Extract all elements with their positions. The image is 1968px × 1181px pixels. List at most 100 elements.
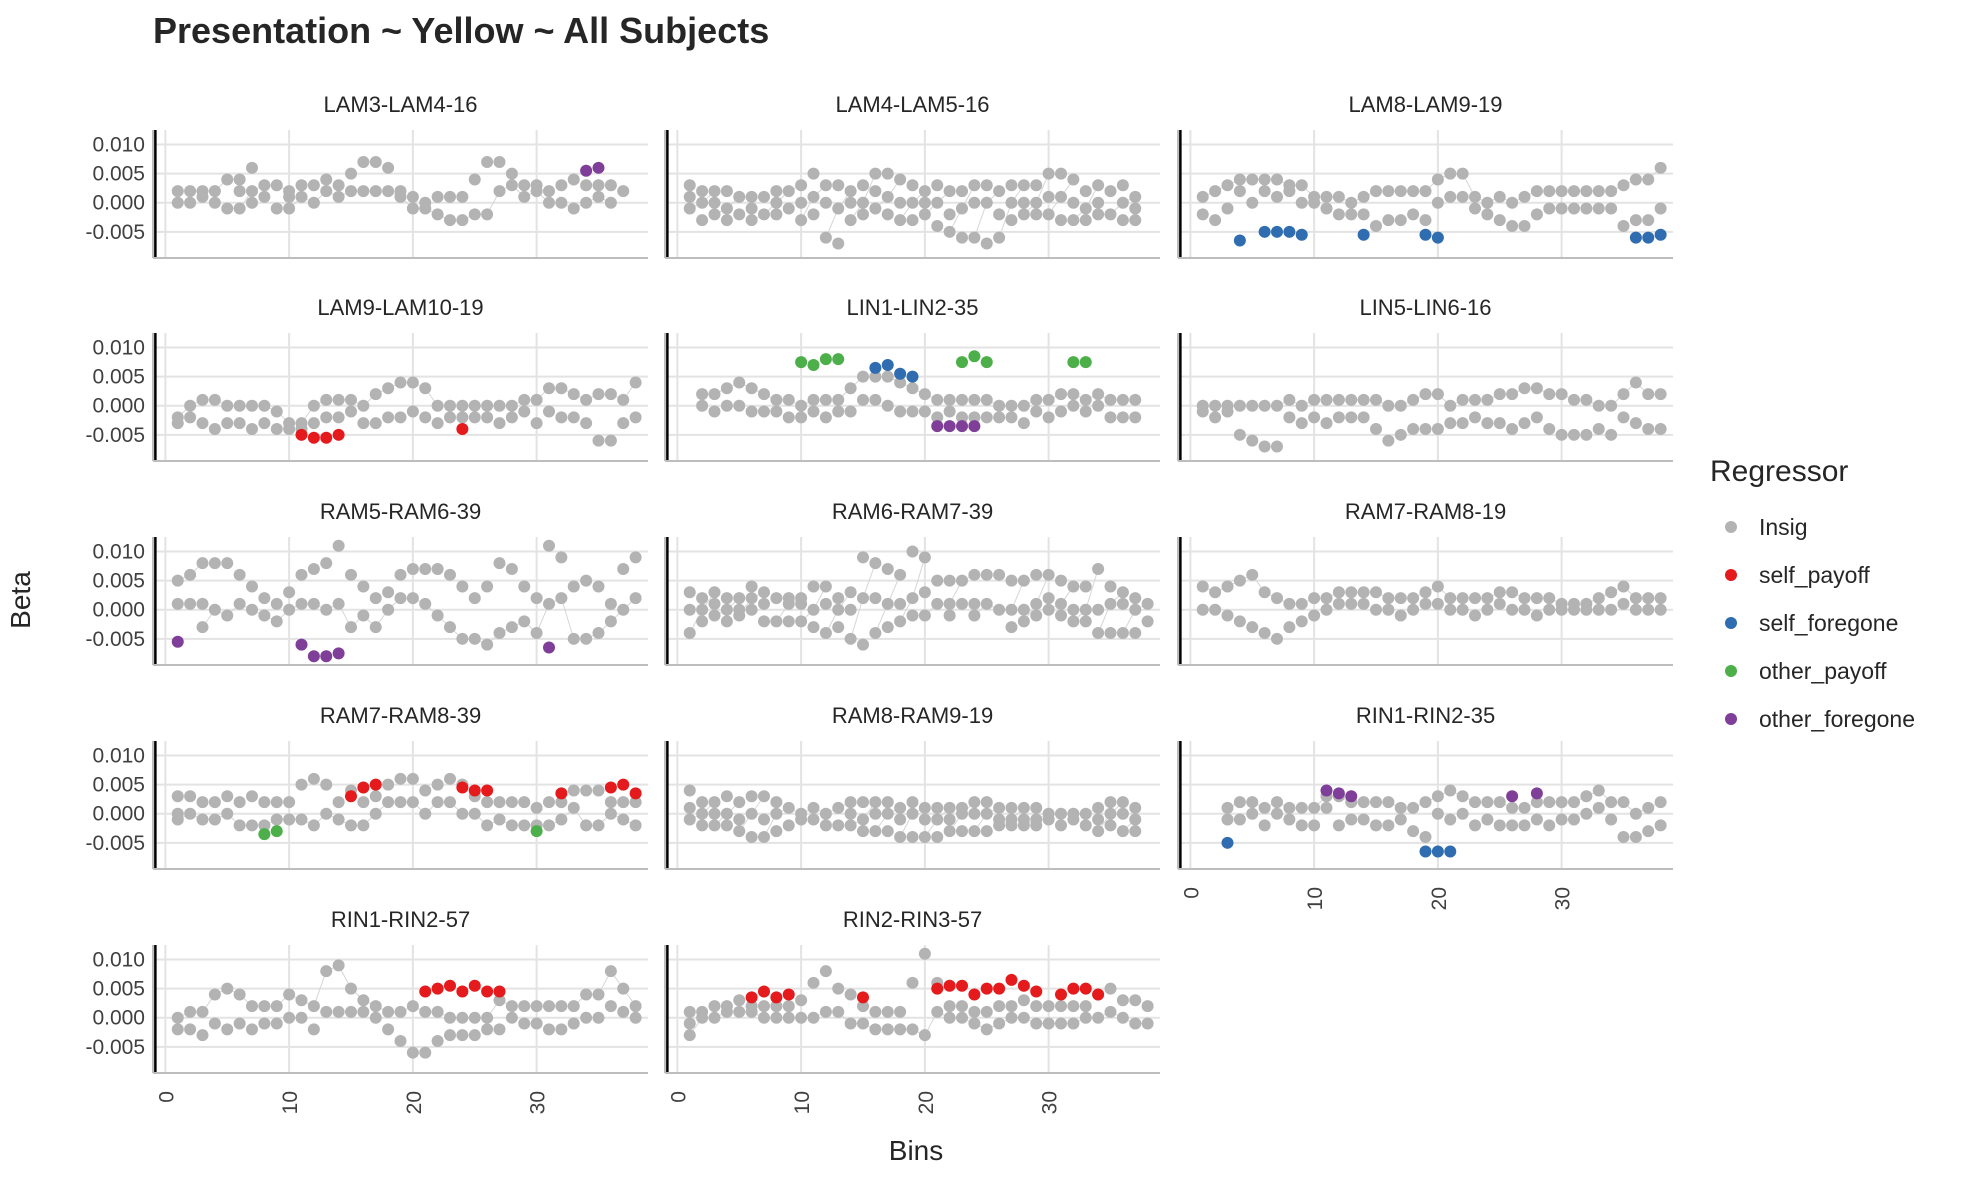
point-insig bbox=[708, 1011, 721, 1024]
point-insig bbox=[683, 202, 696, 215]
point-insig bbox=[394, 1005, 407, 1018]
panel-label: RIN1-RIN2-35 bbox=[1356, 703, 1495, 728]
point-insig bbox=[708, 185, 721, 198]
point-insig bbox=[869, 202, 882, 215]
point-insig bbox=[1518, 220, 1531, 232]
point-insig bbox=[1629, 592, 1642, 605]
point-insig bbox=[184, 807, 197, 820]
point-insig bbox=[332, 796, 345, 809]
point-self-payoff bbox=[444, 979, 456, 992]
point-insig bbox=[683, 627, 696, 639]
point-insig bbox=[505, 819, 518, 832]
point-insig bbox=[1055, 597, 1067, 610]
point-insig bbox=[956, 807, 968, 820]
point-insig bbox=[956, 185, 968, 198]
point-insig bbox=[906, 796, 919, 809]
point-insig bbox=[1568, 202, 1580, 215]
point-insig bbox=[857, 1000, 869, 1013]
point-insig bbox=[567, 784, 580, 797]
point-insig bbox=[1221, 609, 1234, 622]
point-insig bbox=[1030, 1000, 1043, 1013]
point-insig bbox=[968, 411, 981, 424]
point-insig bbox=[844, 405, 857, 418]
point-insig bbox=[1104, 411, 1117, 424]
point-insig bbox=[918, 947, 931, 960]
point-insig bbox=[270, 1000, 283, 1013]
point-insig bbox=[617, 1005, 630, 1018]
point-insig bbox=[1518, 801, 1531, 814]
point-insig bbox=[770, 196, 783, 209]
point-insig bbox=[720, 202, 733, 215]
point-insig bbox=[733, 208, 746, 221]
legend-label: self_foregone bbox=[1759, 609, 1899, 636]
point-insig bbox=[1030, 568, 1043, 581]
series-connector bbox=[313, 971, 327, 1007]
point-insig bbox=[745, 831, 758, 843]
point-insig bbox=[1258, 173, 1271, 186]
point-insig bbox=[1258, 586, 1271, 599]
point-insig bbox=[1394, 214, 1407, 227]
point-insig bbox=[894, 1023, 907, 1036]
point-insig bbox=[807, 801, 820, 814]
point-self-foregone bbox=[1431, 231, 1444, 244]
point-insig bbox=[419, 563, 432, 575]
point-insig bbox=[968, 568, 981, 581]
point-insig bbox=[1030, 196, 1043, 209]
point-insig bbox=[1493, 388, 1506, 401]
point-insig bbox=[758, 813, 770, 826]
point-insig bbox=[1017, 994, 1030, 1007]
point-insig bbox=[270, 597, 283, 610]
point-insig bbox=[332, 190, 345, 203]
point-insig bbox=[980, 825, 993, 838]
y-tick-label: 0.010 bbox=[92, 949, 145, 972]
point-insig bbox=[320, 557, 333, 570]
panel-label: RAM7-RAM8-39 bbox=[320, 703, 481, 728]
point-insig bbox=[567, 1017, 580, 1030]
point-insig bbox=[518, 796, 531, 809]
point-insig bbox=[555, 382, 568, 395]
point-insig bbox=[1258, 399, 1271, 412]
point-self-payoff bbox=[332, 428, 345, 441]
point-insig bbox=[782, 185, 795, 198]
point-insig bbox=[1629, 173, 1642, 186]
point-insig bbox=[332, 393, 345, 406]
point-insig bbox=[444, 772, 456, 785]
point-insig bbox=[745, 603, 758, 616]
point-insig bbox=[1116, 825, 1129, 838]
point-insig bbox=[233, 399, 246, 412]
point-insig bbox=[733, 825, 746, 838]
point-self-payoff bbox=[456, 985, 469, 998]
point-insig bbox=[993, 231, 1006, 244]
point-insig bbox=[1005, 214, 1018, 227]
point-insig bbox=[869, 557, 882, 570]
point-insig bbox=[931, 411, 944, 424]
legend-label: other_payoff bbox=[1759, 657, 1887, 684]
point-insig bbox=[481, 208, 494, 221]
point-self-payoff bbox=[431, 982, 444, 995]
point-insig bbox=[382, 185, 395, 198]
point-insig bbox=[543, 1023, 555, 1036]
point-self-payoff bbox=[1005, 973, 1018, 986]
point-insig bbox=[1246, 796, 1259, 809]
point-insig bbox=[1283, 393, 1296, 406]
y-tick-label: 0.000 bbox=[92, 192, 145, 215]
point-insig bbox=[518, 190, 531, 203]
point-insig bbox=[1530, 796, 1543, 809]
point-insig bbox=[592, 784, 605, 797]
point-insig bbox=[696, 196, 709, 209]
point-insig bbox=[1030, 393, 1043, 406]
point-insig bbox=[696, 796, 709, 809]
point-insig bbox=[1654, 592, 1667, 605]
point-insig bbox=[444, 190, 456, 203]
point-insig bbox=[696, 185, 709, 198]
point-insig bbox=[1104, 393, 1117, 406]
point-insig bbox=[567, 632, 580, 645]
point-insig bbox=[1605, 586, 1618, 599]
point-insig bbox=[1233, 796, 1246, 809]
point-insig bbox=[770, 393, 783, 406]
point-insig bbox=[832, 603, 845, 616]
point-insig bbox=[592, 1011, 605, 1024]
point-insig bbox=[1079, 1000, 1092, 1013]
series-connector bbox=[560, 597, 575, 639]
